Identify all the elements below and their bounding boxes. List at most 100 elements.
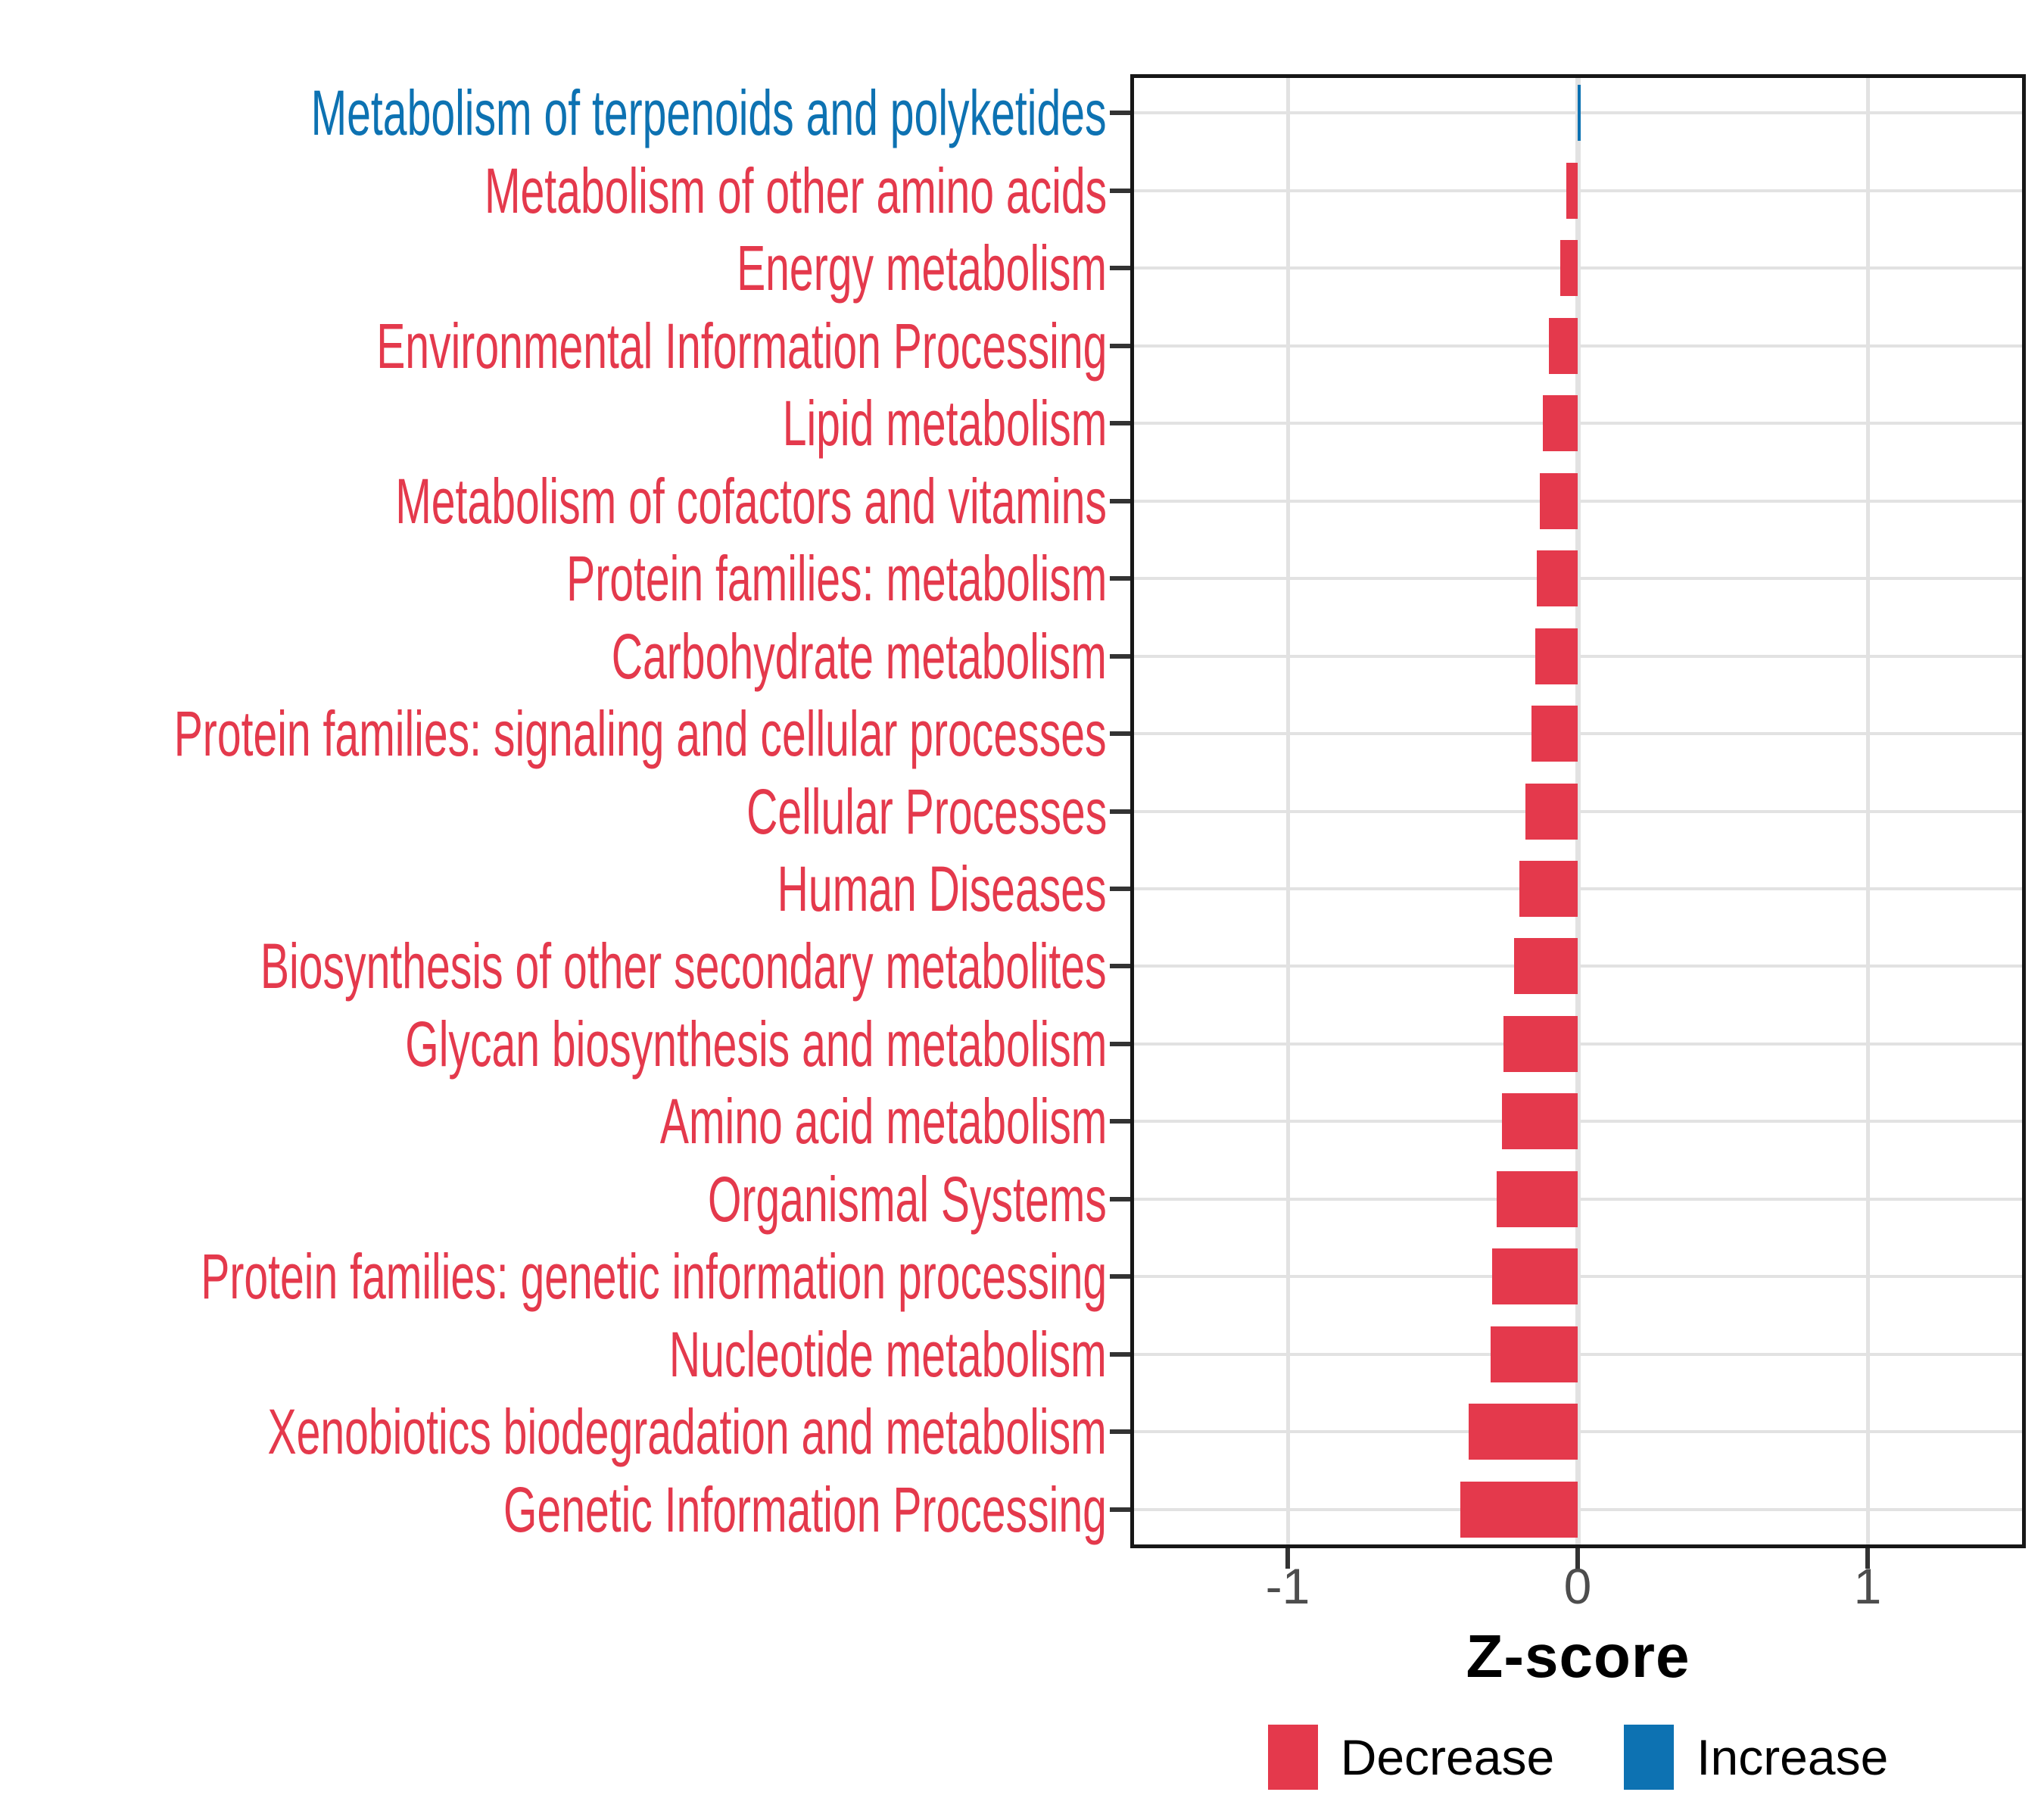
bar-decrease — [1503, 1015, 1578, 1072]
y-axis-label: Human Diseases — [0, 850, 1107, 927]
x-axis-title: Z-score — [1466, 1622, 1690, 1690]
y-axis-label-text: Metabolism of other amino acids — [484, 154, 1107, 226]
bar-decrease — [1496, 1170, 1578, 1227]
y-axis-label: Xenobiotics biodegradation and metabolis… — [0, 1393, 1107, 1470]
legend-item-decrease: Decrease — [1267, 1725, 1555, 1790]
decrease-swatch-icon — [1267, 1725, 1318, 1790]
x-tick-label: 0 — [1563, 1558, 1592, 1614]
y-tick — [1110, 498, 1130, 503]
y-axis-label-text: Genetic Information Processing — [503, 1473, 1107, 1545]
bar-increase — [1578, 85, 1581, 142]
y-tick — [1110, 188, 1130, 193]
bar-decrease — [1531, 706, 1578, 762]
y-tick — [1110, 576, 1130, 581]
x-tick — [1285, 1548, 1290, 1569]
y-axis-label-text: Protein families: signaling and cellular… — [174, 698, 1107, 770]
y-tick — [1110, 343, 1130, 348]
y-axis-label: Amino acid metabolism — [0, 1083, 1107, 1160]
bar-decrease — [1502, 1093, 1578, 1150]
y-axis-label: Lipid metabolism — [0, 385, 1107, 462]
bar-decrease — [1513, 938, 1578, 995]
y-axis-label: Metabolism of other amino acids — [0, 152, 1107, 229]
legend-label-decrease: Decrease — [1340, 1729, 1555, 1785]
bar-decrease — [1535, 628, 1578, 684]
y-tick — [1110, 1507, 1130, 1512]
y-gridline — [1134, 1042, 2022, 1046]
y-axis-label: Nucleotide metabolism — [0, 1316, 1107, 1393]
bar-decrease — [1537, 550, 1578, 607]
y-axis-label: Cellular Processes — [0, 773, 1107, 850]
y-tick — [1110, 266, 1130, 271]
y-axis-label: Metabolism of cofactors and vitamins — [0, 463, 1107, 540]
y-tick — [1110, 964, 1130, 969]
bar-decrease — [1566, 162, 1578, 219]
y-tick — [1110, 809, 1130, 814]
y-axis-label: Carbohydrate metabolism — [0, 618, 1107, 695]
y-gridline — [1134, 189, 2022, 192]
bar-decrease — [1525, 783, 1578, 840]
y-axis-label: Biosynthesis of other secondary metaboli… — [0, 927, 1107, 1005]
bar-decrease — [1543, 395, 1578, 452]
y-tick — [1110, 1119, 1130, 1124]
y-tick — [1110, 1041, 1130, 1046]
y-axis-label-text: Protein families: genetic information pr… — [201, 1241, 1107, 1313]
y-axis-label: Environmental Information Processing — [0, 307, 1107, 385]
bar-decrease — [1491, 1326, 1578, 1382]
y-gridline — [1134, 1507, 2022, 1511]
y-gridline — [1134, 1197, 2022, 1201]
y-gridline — [1134, 732, 2022, 736]
y-axis-label-text: Glycan biosynthesis and metabolism — [404, 1008, 1107, 1080]
y-axis-label-text: Organismal Systems — [708, 1163, 1107, 1235]
y-axis-label-text: Environmental Information Processing — [375, 310, 1107, 382]
y-gridline — [1134, 965, 2022, 968]
bar-decrease — [1469, 1404, 1578, 1460]
increase-swatch-icon — [1624, 1725, 1675, 1790]
y-gridline — [1134, 499, 2022, 503]
y-gridline — [1134, 344, 2022, 348]
legend-label-increase: Increase — [1697, 1729, 1889, 1785]
bar-decrease — [1540, 472, 1578, 529]
y-axis-label: Protein families: signaling and cellular… — [0, 695, 1107, 772]
bar-decrease — [1548, 317, 1578, 374]
y-axis-label-text: Carbohydrate metabolism — [611, 620, 1107, 692]
y-axis-label-text: Biosynthesis of other secondary metaboli… — [260, 930, 1107, 1002]
y-tick — [1110, 886, 1130, 891]
y-axis-label-text: Xenobiotics biodegradation and metabolis… — [267, 1396, 1107, 1468]
y-axis-label: Protein families: genetic information pr… — [0, 1238, 1107, 1315]
y-tick — [1110, 1351, 1130, 1357]
y-axis-label-text: Nucleotide metabolism — [669, 1318, 1107, 1390]
y-tick — [1110, 1196, 1130, 1201]
bar-decrease — [1492, 1248, 1578, 1305]
x-tick — [1865, 1548, 1870, 1569]
y-tick — [1110, 421, 1130, 426]
legend-item-increase: Increase — [1624, 1725, 1888, 1790]
y-tick — [1110, 1429, 1130, 1435]
legend: Decrease Increase — [1130, 1725, 2026, 1790]
y-axis-label: Glycan biosynthesis and metabolism — [0, 1005, 1107, 1083]
y-axis-label: Metabolism of terpenoids and polyketides — [0, 74, 1107, 151]
y-gridline — [1134, 887, 2022, 890]
y-axis-label: Energy metabolism — [0, 229, 1107, 307]
x-tick-label: 1 — [1853, 1558, 1882, 1614]
y-tick — [1110, 1274, 1130, 1279]
y-gridline — [1134, 1352, 2022, 1356]
y-axis-label: Genetic Information Processing — [0, 1471, 1107, 1548]
y-tick — [1110, 731, 1130, 737]
y-axis-label-text: Cellular Processes — [746, 775, 1107, 847]
x-tick — [1575, 1548, 1580, 1569]
y-gridline — [1134, 654, 2022, 658]
y-tick — [1110, 111, 1130, 116]
y-gridline — [1134, 809, 2022, 813]
y-axis-label-text: Human Diseases — [777, 852, 1107, 924]
y-gridline — [1134, 1275, 2022, 1279]
y-tick — [1110, 653, 1130, 659]
y-axis-label-text: Metabolism of terpenoids and polyketides — [311, 77, 1107, 149]
bar-decrease — [1460, 1481, 1578, 1538]
bar-decrease — [1519, 860, 1578, 917]
y-axis-label-text: Energy metabolism — [737, 232, 1107, 304]
y-axis-label-text: Amino acid metabolism — [659, 1086, 1107, 1158]
y-axis-label: Organismal Systems — [0, 1161, 1107, 1238]
y-gridline — [1134, 1430, 2022, 1434]
bar-decrease — [1560, 240, 1578, 297]
